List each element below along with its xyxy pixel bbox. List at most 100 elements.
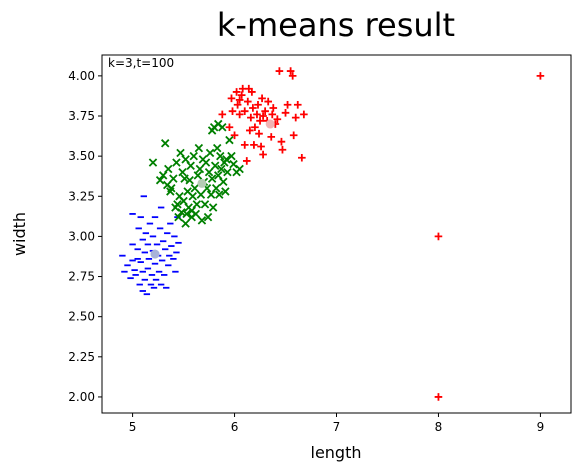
series-2-point-5 bbox=[232, 88, 241, 96]
series-2-point-16 bbox=[247, 113, 255, 122]
series-1-point-51 bbox=[213, 171, 223, 180]
series-1-point-20 bbox=[182, 209, 191, 219]
series-2-point-2 bbox=[227, 94, 236, 103]
series-1-point-48 bbox=[210, 161, 220, 171]
centroid-2 bbox=[265, 119, 275, 129]
series-1-point-35 bbox=[197, 216, 207, 225]
series-2-point-11 bbox=[240, 141, 249, 149]
series-1-point-2 bbox=[158, 171, 168, 180]
series-1-point-42 bbox=[204, 167, 214, 177]
series-1-point-28 bbox=[190, 184, 200, 193]
series-2-point-48 bbox=[300, 110, 308, 119]
series-2-point-49 bbox=[259, 112, 267, 120]
y-tick-label-1: 2.25 bbox=[68, 350, 95, 364]
series-1-point-65 bbox=[235, 164, 244, 174]
series-2-point-4 bbox=[230, 131, 239, 140]
y-tick-label-8: 4.00 bbox=[68, 69, 95, 83]
series-1-point-44 bbox=[206, 190, 216, 199]
y-tick-label-2: 2.50 bbox=[68, 310, 95, 324]
series-1-point-10 bbox=[172, 158, 181, 167]
x-tick-label-0: 5 bbox=[129, 420, 137, 434]
series-1-point-19 bbox=[181, 155, 190, 164]
series-1-point-33 bbox=[195, 164, 205, 174]
series-2-point-51 bbox=[434, 232, 443, 241]
series-2-point-8 bbox=[237, 91, 246, 99]
series-1-point-68 bbox=[181, 219, 190, 228]
x-tick-label-3: 8 bbox=[435, 420, 443, 434]
y-tick-label-3: 2.75 bbox=[68, 270, 95, 284]
series-1-point-24 bbox=[186, 161, 195, 171]
series-1-point-26 bbox=[188, 192, 197, 201]
series-2-point-33 bbox=[268, 110, 277, 119]
series-2-point-7 bbox=[235, 110, 244, 119]
series-1-point-59 bbox=[222, 155, 231, 164]
series-2-point-47 bbox=[298, 153, 306, 162]
series-2-point-10 bbox=[240, 107, 249, 115]
y-tick-label-5: 3.25 bbox=[68, 189, 95, 203]
series-1-point-67 bbox=[207, 126, 217, 135]
series-2-point-17 bbox=[248, 88, 256, 96]
series-2-point-45 bbox=[291, 113, 300, 122]
series-1-point-16 bbox=[178, 167, 187, 177]
series-2-point-44 bbox=[289, 131, 298, 140]
series-1-point-15 bbox=[177, 208, 186, 217]
series-2-point-50 bbox=[235, 96, 244, 104]
series-1-point-18 bbox=[180, 174, 189, 183]
series-2-point-20 bbox=[251, 123, 259, 132]
series-1-point-1 bbox=[155, 175, 165, 185]
series-2-point-19 bbox=[250, 141, 258, 149]
series-1-point-52 bbox=[215, 190, 224, 199]
series-1-point-41 bbox=[203, 212, 213, 222]
series-1-point-53 bbox=[216, 151, 225, 161]
series-2-point-23 bbox=[255, 129, 263, 138]
series-2-point-43 bbox=[288, 72, 297, 80]
series-2-point-39 bbox=[278, 145, 287, 154]
y-tick-label-4: 3.00 bbox=[68, 229, 95, 243]
series-1-point-50 bbox=[212, 143, 222, 153]
annotation-text: k=3,t=100 bbox=[108, 56, 174, 70]
series-1-point-39 bbox=[201, 158, 211, 167]
axis-ticks: 5 6 7 8 9 2.00 2.25 2.50 2.75 3.00 3.25 3.50 3.75 4.0… bbox=[68, 69, 544, 434]
centroid-1 bbox=[197, 178, 207, 188]
series-2-point-21 bbox=[253, 110, 261, 119]
series-1-point-66 bbox=[213, 119, 223, 129]
x-tick-label-4: 9 bbox=[537, 420, 545, 434]
series-1-point-54 bbox=[217, 164, 226, 174]
y-tick-label-0: 2.00 bbox=[68, 390, 95, 404]
series-1-point-32 bbox=[194, 143, 204, 153]
series-2-point-12 bbox=[242, 157, 251, 165]
series-2-point-32 bbox=[267, 133, 276, 141]
series-1-point-43 bbox=[205, 148, 215, 158]
series-1-point-12 bbox=[174, 212, 183, 222]
series-2-point-27 bbox=[259, 150, 267, 159]
series-2-point-0 bbox=[218, 110, 227, 119]
series-1-point-46 bbox=[208, 203, 218, 212]
series-2-point-22 bbox=[254, 100, 262, 109]
series-1-point-49 bbox=[211, 184, 221, 193]
series-1-point-56 bbox=[219, 177, 228, 187]
x-tick-label-1: 6 bbox=[231, 420, 239, 434]
series-1-point-62 bbox=[227, 151, 236, 161]
centroid-0 bbox=[150, 249, 160, 259]
series-1-point-27 bbox=[189, 151, 198, 161]
series-2-point-34 bbox=[269, 104, 278, 112]
series-1-point-5 bbox=[164, 164, 173, 174]
series-1-point-17 bbox=[179, 196, 188, 206]
series-2-point-25 bbox=[257, 142, 265, 151]
series-2-point-52 bbox=[434, 393, 443, 401]
series-1-point-34 bbox=[196, 190, 206, 199]
series-1-point-23 bbox=[185, 175, 194, 185]
series-2-point-38 bbox=[277, 137, 286, 146]
series-2-point-6 bbox=[233, 100, 242, 109]
series-1-point-0 bbox=[148, 158, 158, 167]
series-2-point-3 bbox=[228, 107, 237, 115]
series-1-point-30 bbox=[192, 200, 202, 209]
y-tick-label-6: 3.50 bbox=[68, 149, 95, 163]
plot-area bbox=[119, 67, 545, 401]
series-1-point-60 bbox=[223, 167, 232, 177]
series-2-point-24 bbox=[256, 117, 264, 125]
series-2-point-46 bbox=[293, 100, 302, 109]
x-tick-label-2: 7 bbox=[333, 420, 341, 434]
series-1-point-69 bbox=[187, 212, 196, 222]
